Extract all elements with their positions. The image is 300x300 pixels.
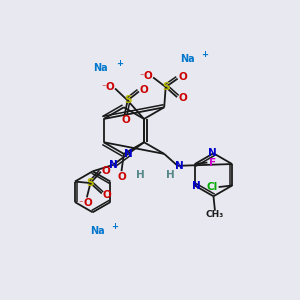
Text: O: O xyxy=(102,166,111,176)
Text: S: S xyxy=(87,178,94,188)
Text: ⁻: ⁻ xyxy=(140,71,144,80)
Text: H: H xyxy=(166,170,175,180)
Text: N: N xyxy=(192,181,201,191)
Text: +: + xyxy=(116,58,123,68)
Text: O: O xyxy=(140,85,149,95)
Text: H: H xyxy=(136,170,145,180)
Text: +: + xyxy=(112,222,118,231)
Text: O: O xyxy=(105,82,114,92)
Text: Na: Na xyxy=(90,226,104,236)
Text: O: O xyxy=(117,172,126,182)
Text: S: S xyxy=(124,95,131,105)
Text: N: N xyxy=(109,160,117,170)
Text: O: O xyxy=(143,71,152,81)
Text: O: O xyxy=(178,93,188,103)
Text: CH₃: CH₃ xyxy=(206,210,224,219)
Text: Cl: Cl xyxy=(206,182,218,192)
Text: N: N xyxy=(208,148,217,158)
Text: ⁻: ⁻ xyxy=(101,82,106,91)
Text: O: O xyxy=(84,198,93,208)
Text: O: O xyxy=(122,115,130,125)
Text: ⁻: ⁻ xyxy=(78,198,82,207)
Text: N: N xyxy=(124,148,133,159)
Text: Na: Na xyxy=(93,63,108,73)
Text: S: S xyxy=(162,82,169,92)
Text: N: N xyxy=(175,161,184,171)
Text: F: F xyxy=(209,158,216,167)
Text: O: O xyxy=(103,190,112,200)
Text: Na: Na xyxy=(180,54,194,64)
Text: +: + xyxy=(202,50,208,58)
Text: O: O xyxy=(178,72,188,82)
